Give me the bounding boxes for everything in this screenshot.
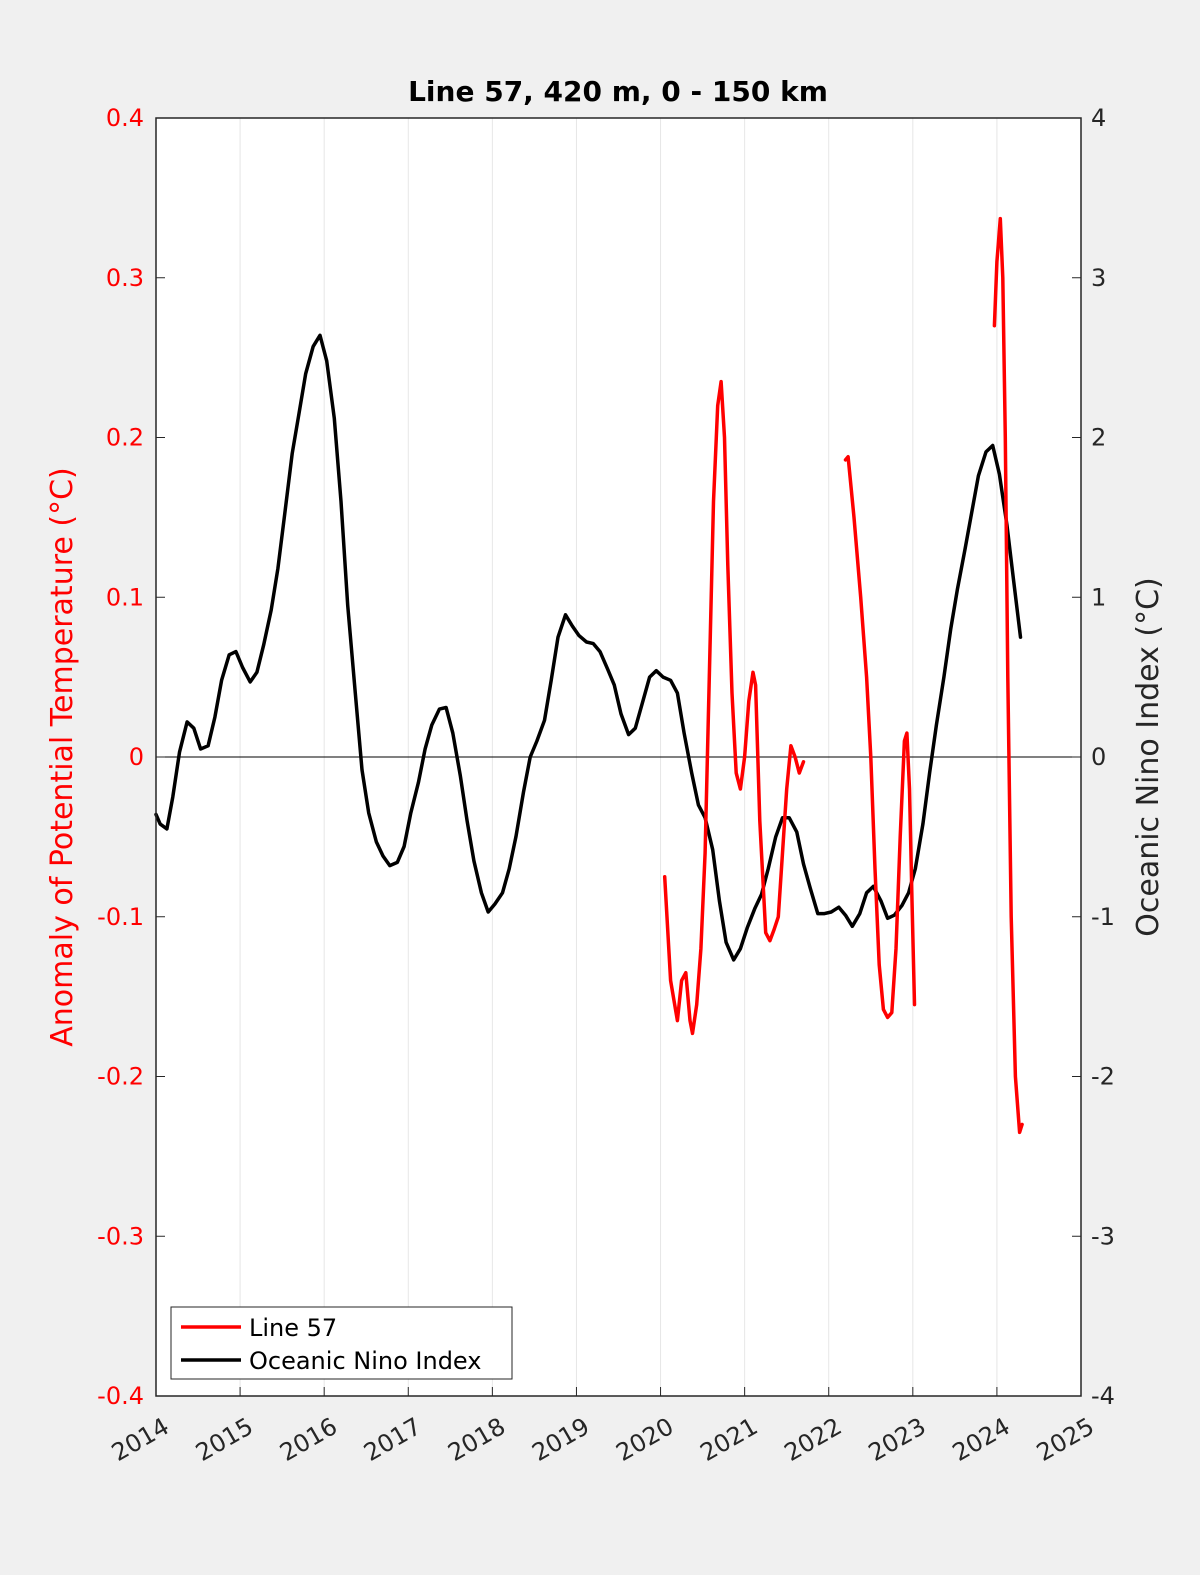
right-tick-label: 0 — [1091, 743, 1106, 771]
right-tick-label: 1 — [1091, 583, 1106, 611]
right-tick-label: -4 — [1091, 1382, 1115, 1410]
x-tick-label: 2017 — [359, 1412, 426, 1467]
x-tick-label: 2021 — [696, 1412, 763, 1467]
legend-label-oni: Oceanic Nino Index — [249, 1347, 481, 1375]
left-tick-label: 0.4 — [106, 104, 144, 132]
chart-title: Line 57, 420 m, 0 - 150 km — [408, 75, 828, 108]
left-tick-label: -0.3 — [97, 1222, 144, 1250]
x-tick-label: 2018 — [443, 1412, 510, 1467]
line-57-series-segment — [662, 379, 806, 1036]
series-layer — [154, 216, 1024, 1135]
x-tick-label: 2020 — [611, 1412, 678, 1467]
right-axis-title: Oceanic Nino Index (°C) — [1131, 577, 1166, 937]
x-tick-label: 2025 — [1032, 1412, 1099, 1467]
right-tick-label: 4 — [1091, 104, 1106, 132]
left-tick-label: 0.3 — [106, 264, 144, 292]
right-tick-label: -2 — [1091, 1063, 1115, 1091]
right-tick-label: 3 — [1091, 264, 1106, 292]
x-tick-label: 2022 — [780, 1412, 847, 1467]
left-tick-label: -0.2 — [97, 1063, 144, 1091]
x-tick-label: 2016 — [275, 1412, 342, 1467]
left-axis-title: Anomaly of Potential Temperature (°C) — [45, 467, 80, 1046]
legend: Line 57 Oceanic Nino Index — [170, 1306, 513, 1380]
x-tick-label: 2014 — [107, 1412, 174, 1467]
line-57-series-segment — [992, 216, 1024, 1135]
x-tick-label: 2023 — [864, 1412, 931, 1467]
x-tick-label: 2019 — [527, 1412, 594, 1467]
legend-box — [170, 1306, 513, 1380]
left-tick-label: -0.4 — [97, 1382, 144, 1410]
x-tick-label: 2024 — [948, 1412, 1015, 1467]
right-tick-label: -1 — [1091, 903, 1115, 931]
legend-label-line-57: Line 57 — [249, 1314, 337, 1342]
left-tick-label: -0.1 — [97, 903, 144, 931]
line-57-series-segment — [843, 454, 917, 1020]
right-tick-label: -3 — [1091, 1222, 1115, 1250]
left-tick-label: 0.1 — [106, 583, 144, 611]
left-tick-label: 0 — [129, 743, 144, 771]
x-tick-label: 2015 — [191, 1412, 258, 1467]
right-tick-label: 2 — [1091, 424, 1106, 452]
left-tick-label: 0.2 — [106, 424, 144, 452]
